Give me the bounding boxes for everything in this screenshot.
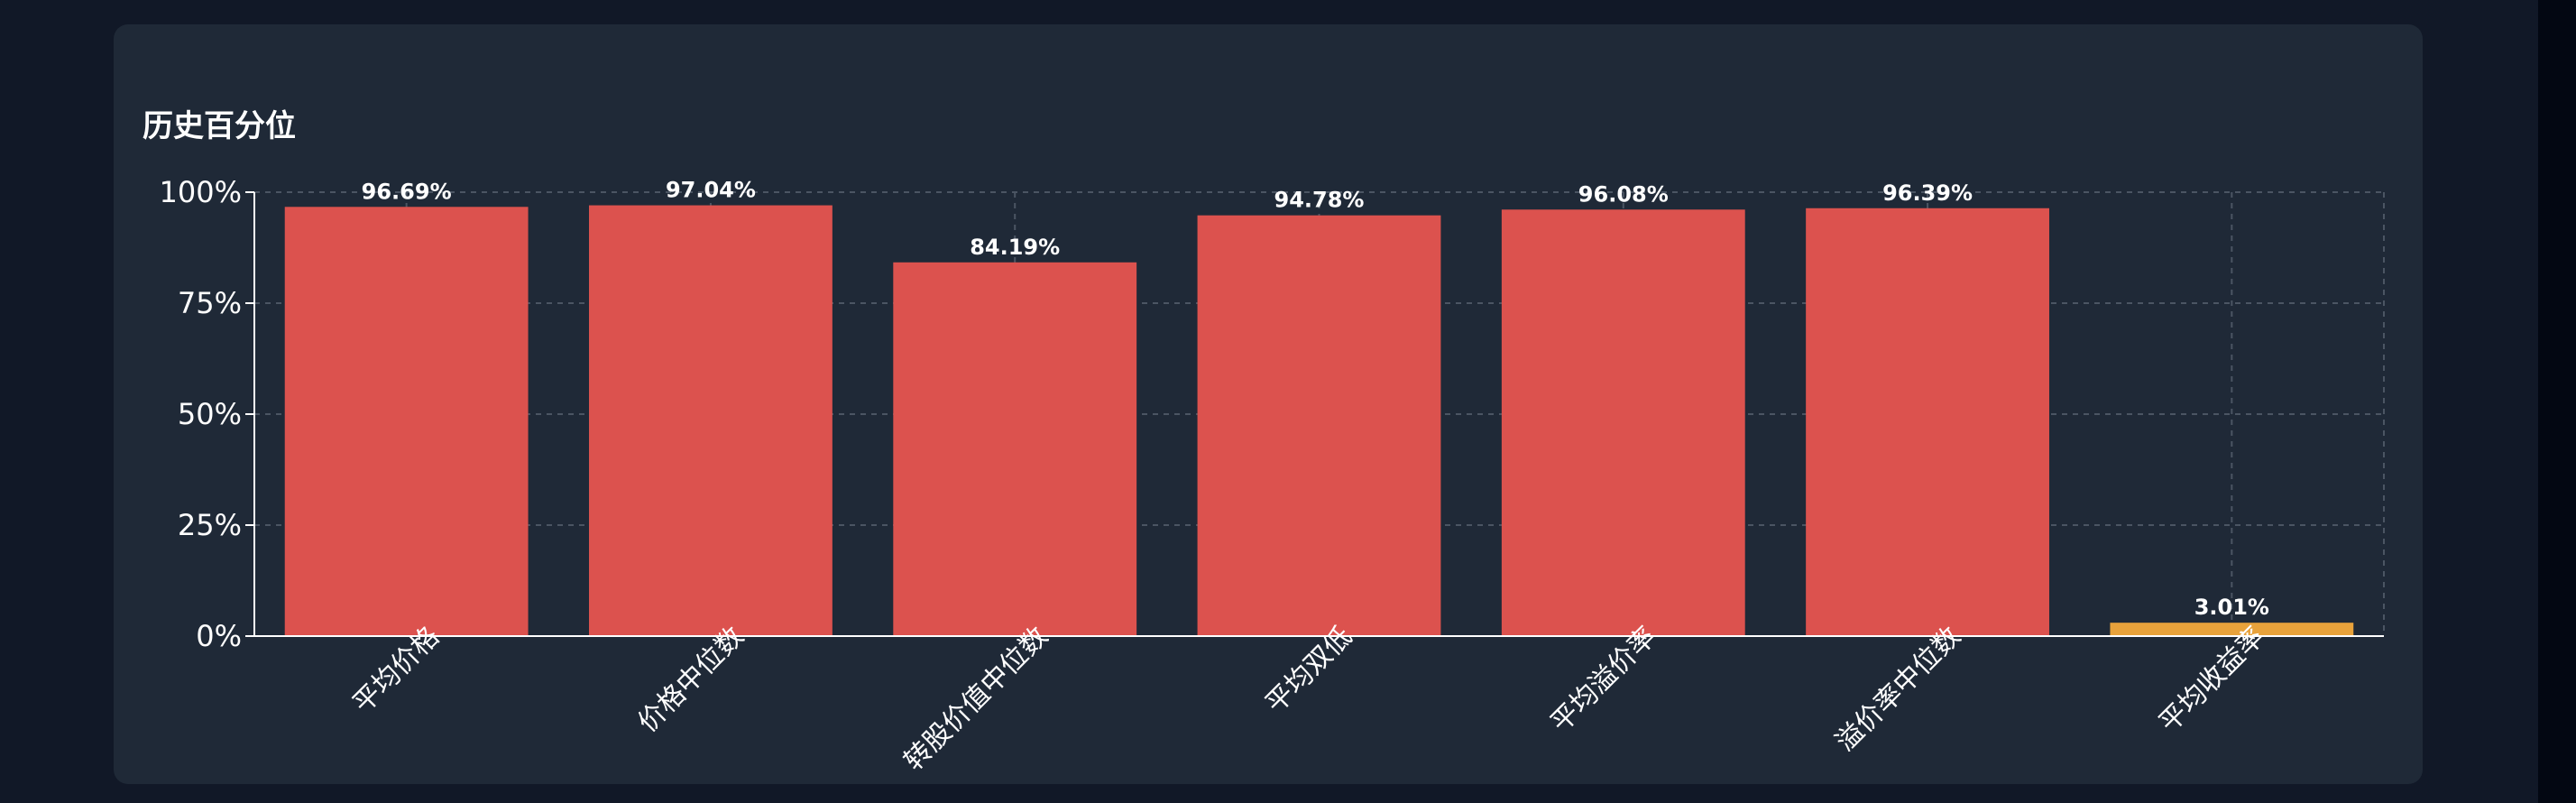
x-tick-label: 价格中位数 <box>632 621 750 739</box>
data-label: 84.19% <box>970 235 1060 260</box>
bar <box>1806 208 2049 636</box>
bar <box>2110 623 2354 636</box>
bar <box>1197 215 1441 636</box>
right-edge-strip <box>2538 0 2576 803</box>
x-tick-label: 平均收益率 <box>2153 621 2271 739</box>
y-tick-label: 100% <box>160 175 242 209</box>
x-tick-label: 转股价值中位数 <box>898 621 1054 777</box>
bar <box>284 207 529 636</box>
chart-title: 历史百分位 <box>143 108 296 144</box>
bar <box>1501 209 1745 636</box>
data-label: 94.78% <box>1274 188 1365 213</box>
y-tick-label: 25% <box>178 508 242 542</box>
data-label: 96.69% <box>362 179 452 204</box>
data-label: 96.39% <box>1882 180 1973 206</box>
bar <box>893 262 1137 636</box>
data-label: 96.08% <box>1578 181 1669 207</box>
y-tick-label: 50% <box>178 397 242 431</box>
bar <box>589 205 833 636</box>
x-tick-label: 平均溢价率 <box>1545 621 1663 739</box>
y-tick-label: 0% <box>196 619 242 653</box>
x-tick-label: 溢价率中位数 <box>1830 621 1967 758</box>
data-label: 97.04% <box>666 178 756 203</box>
y-tick-label: 75% <box>178 286 242 320</box>
data-label: 3.01% <box>2194 595 2269 620</box>
